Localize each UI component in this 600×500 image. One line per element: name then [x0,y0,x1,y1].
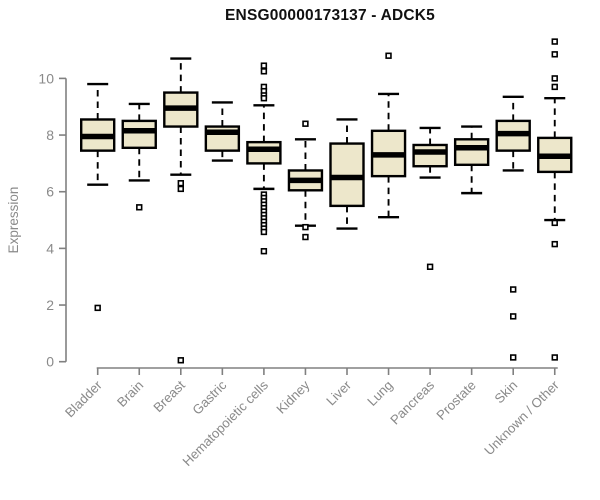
y-axis: 0 2 4 6 8 10 Expression [6,70,67,370]
x-tick-label: Kidney [273,377,312,416]
outlier-point [177,180,184,187]
outlier-point [260,95,268,102]
box-group-prostate [453,125,490,195]
outlier-point [385,52,392,59]
y-tick-label: 6 [46,184,54,200]
outlier-point [177,185,184,193]
chart-title: ENSG00000173137 - ADCK5 [225,7,435,24]
outlier-point [509,286,517,293]
x-tick-label: Lung [364,378,395,409]
x-tick-label: Gastric [189,377,229,417]
outlier-point [426,263,434,270]
box-group-unknown-other [537,38,573,361]
iqr-box [329,142,365,208]
box-group-kidney [287,120,324,241]
outlier-point [509,313,517,320]
box-group-liver [329,118,365,230]
box-group-lung [370,52,407,219]
box-group-gastric [204,101,241,162]
outlier-point [551,51,558,58]
outlier-point [551,75,558,82]
outlier-point [260,68,268,75]
outlier-point [551,240,558,248]
outlier-point [551,83,558,91]
outlier-point [551,354,558,361]
x-tick-label: Brain [114,378,146,410]
outlier-point [551,219,558,227]
outlier-point [136,204,143,211]
outlier-point [260,228,268,236]
x-tick-label: Breast [150,377,188,415]
outlier-point [509,354,517,361]
x-tick-label: Bladder [62,377,105,420]
box-group-hematopoietic-cells [246,62,282,255]
y-tick-label: 8 [46,127,54,143]
iqr-box [453,138,490,167]
y-tick-label: 4 [46,240,54,256]
outlier-point [260,62,268,69]
y-axis-title: Expression [6,187,21,254]
outlier-point [302,233,309,241]
outlier-point [94,304,101,312]
x-tick-label: Pancreas [387,377,437,427]
x-tick-label: Liver [323,377,354,408]
outlier-point [177,357,184,364]
outlier-point [302,223,309,231]
box-group-breast [163,57,199,364]
x-tick-label: Skin [492,378,521,407]
outlier-point [260,248,268,255]
iqr-box [246,140,282,165]
outlier-point [551,38,558,45]
y-tick-label: 2 [46,297,54,313]
y-tick-label: 0 [46,354,54,370]
y-tick-label: 10 [38,70,54,86]
box-group-pancreas [412,126,448,270]
x-tick-label: Unknown / Other [481,377,562,458]
box-group-bladder [79,82,116,312]
x-tick-label: Prostate [433,378,478,423]
iqr-box [121,119,157,150]
outlier-point [302,120,309,127]
box-group-brain [121,102,157,211]
box-group-skin [495,95,531,361]
iqr-box [412,143,448,168]
